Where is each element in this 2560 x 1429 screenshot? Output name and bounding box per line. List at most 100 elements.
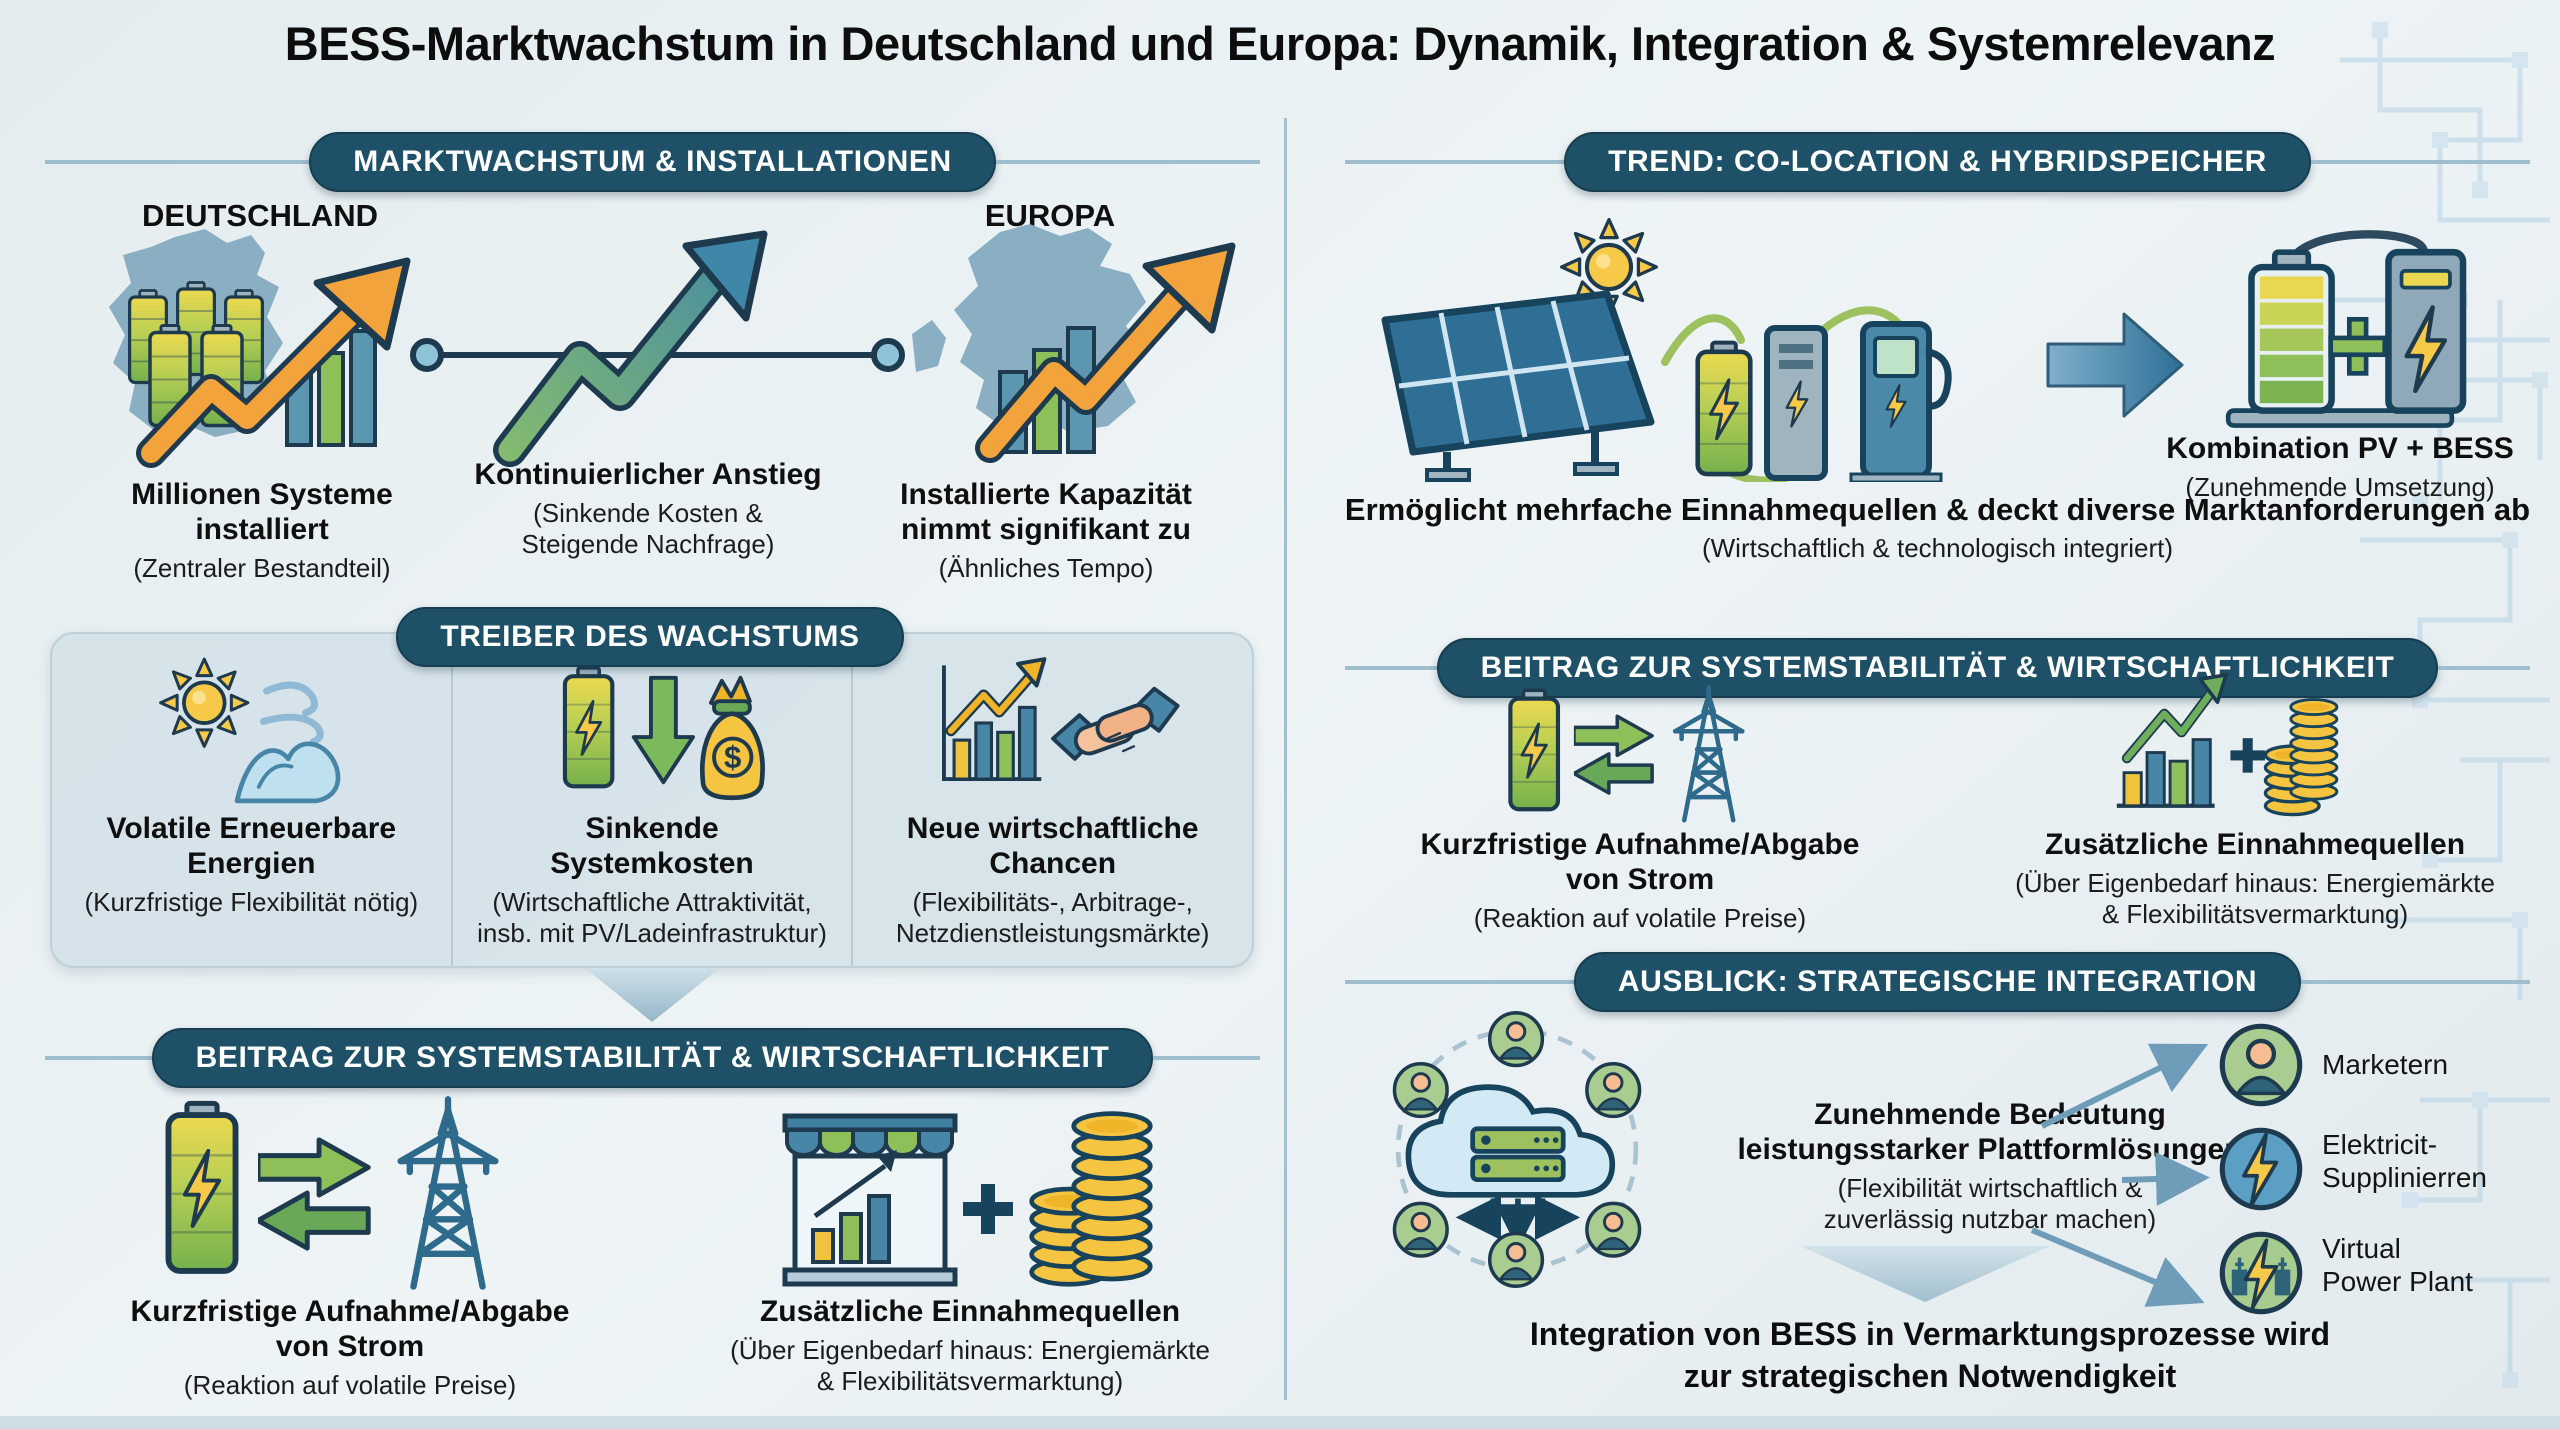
growth-zigzag-arrow-icon [493, 230, 768, 467]
driver-title: Sinkende Systemkosten [550, 812, 754, 880]
chart-handshake-icon [941, 657, 1180, 782]
virtual-power-plant-icon [2219, 1231, 2303, 1315]
combo-caption: Kombination PV + BESS (Zunehmende Umsetz… [2130, 432, 2550, 503]
pv-bess-combo-icon [2225, 230, 2467, 428]
header-line [45, 160, 310, 164]
down-arrow-icon [585, 968, 720, 1022]
driver-opportunities: Neue wirtschaftliche Chancen (Flexibilit… [851, 634, 1252, 966]
item-subtitle: (Reaktion auf volatile Preise) [1473, 902, 1807, 933]
europe-map-chart-icon [912, 224, 1236, 463]
solar-panel-icon [1381, 290, 1655, 482]
germany-map-batteries-icon [109, 229, 411, 468]
summary-subtitle: (Wirtschaftlich & technologisch integrie… [1701, 532, 2174, 563]
driver-costs: $ Sinkende Systemkosten (Wirtschaftliche… [450, 634, 852, 966]
item-subtitle: (Reaktion auf volatile Preise) [183, 1369, 517, 1400]
column-divider [1284, 118, 1287, 1400]
driver-title: Neue wirtschaftliche Chancen [906, 812, 1199, 880]
left-growth-header-row: MARKTWACHSTUM & INSTALLATIONEN [45, 132, 1260, 192]
money-bag-icon: $ [699, 675, 765, 801]
target-label-suppliers: Elektricit- Supplinierren [2322, 1129, 2487, 1194]
left-stability-header-row: BEITRAG ZUR SYSTEMSTABILITÄT & WIRTSCHAF… [45, 1028, 1261, 1088]
left-stability-header: BEITRAG ZUR SYSTEMSTABILITÄT & WIRTSCHAF… [151, 1028, 1154, 1088]
big-battery-icon [2248, 249, 2335, 414]
stability-item-grid: Kurzfristige Aufnahme/Abgabe von Strom (… [80, 1295, 620, 1401]
drivers-header: TREIBER DES WACHSTUMS [396, 607, 904, 667]
battery-cost-down-icon: $ [535, 656, 765, 801]
platform-cloud-network-icon [1392, 1011, 1642, 1288]
drivers-panel: Volatile Erneuerbare Energien (Kurzfrist… [50, 632, 1254, 968]
growth-item-germany: Millionen Systeme installiert (Zentraler… [62, 478, 462, 584]
header-line [1345, 160, 1565, 164]
header-line [2310, 160, 2530, 164]
battery-icon [1698, 343, 1751, 474]
header-line [1345, 980, 1574, 984]
server-icon [1470, 1126, 1566, 1183]
summary-title: Ermöglicht mehrfache Einnahmequellen & d… [1344, 492, 2531, 527]
store-icon [782, 1113, 958, 1287]
outlook-header: AUSBLICK: STRATEGISCHE INTEGRATION [1573, 952, 2302, 1012]
handshake-icon [1050, 686, 1180, 761]
ev-charger-icon [1849, 321, 1952, 482]
outlook-subtitle: (Flexibilität wirtschaftlich & zuverläss… [1823, 1172, 2157, 1234]
item-title: Millionen Systeme installiert [131, 478, 393, 546]
right-stability-header-row: BEITRAG ZUR SYSTEMSTABILITÄT & WIRTSCHAF… [1345, 638, 2531, 698]
target-label-vpp: Virtual Power Plant [2322, 1233, 2473, 1298]
marketers-avatar-icon [2218, 1022, 2304, 1108]
combo-subtitle: (Zunehmende Umsetzung) [2185, 471, 2495, 502]
stability-item-grid: Kurzfristige Aufnahme/Abgabe von Strom (… [1360, 828, 1920, 934]
target-label-marketers: Marketern [2322, 1049, 2449, 1080]
battery-grid-exchange-icon [140, 1086, 520, 1296]
item-subtitle: (Zentraler Bestandteil) [133, 552, 391, 583]
item-subtitle: (Über Eigenbedarf hinaus: Energiemärkte … [2015, 867, 2495, 929]
header-line [2438, 666, 2531, 670]
left-growth-header: MARKTWACHSTUM & INSTALLATIONEN [309, 132, 996, 192]
page-title: BESS-Marktwachstum in Deutschland und Eu… [284, 17, 2276, 70]
market-revenue-icon [782, 1086, 1155, 1296]
stability-item-revenue: Zusätzliche Einnahmequellen (Über Eigenb… [1985, 828, 2525, 930]
outlook-connector-arrows [2030, 1043, 2210, 1307]
growth-item-europe: Installierte Kapazität nimmt signifikant… [846, 478, 1246, 584]
item-title: Kurzfristige Aufnahme/Abgabe von Strom [1420, 828, 1860, 896]
header-line [1345, 666, 1437, 670]
down-arrow-icon [1800, 1246, 2050, 1302]
header-line [1153, 1056, 1261, 1060]
item-title: Zusätzliche Einnahmequellen [759, 1295, 1181, 1328]
plus-icon [2328, 316, 2388, 376]
label-europe: EUROPA [984, 198, 1116, 233]
driver-title: Volatile Erneuerbare Energien [106, 812, 397, 880]
outlook-conclusion: Integration von BESS in Vermarktungsproz… [1529, 1316, 2331, 1394]
stability-item-revenue: Zusätzliche Einnahmequellen (Über Eigenb… [690, 1295, 1250, 1397]
header-line [45, 1056, 152, 1060]
driver-subtitle: (Flexibilitäts-, Arbitrage-, Netzdienstl… [895, 886, 1210, 948]
bess-cabinet-icon [2385, 248, 2467, 414]
storage-cabinet-icon [1764, 325, 1828, 481]
arrow-right-icon [2046, 312, 2184, 418]
bottom-band [0, 1416, 2560, 1429]
battery-grid-exchange-icon [1490, 678, 1760, 827]
item-subtitle: (Über Eigenbedarf hinaus: Energiemärkte … [730, 1334, 1210, 1396]
combo-title: Kombination PV + BESS [2166, 432, 2514, 465]
driver-subtitle: (Kurzfristige Flexibilität nötig) [84, 886, 419, 917]
item-subtitle: (Ähnliches Tempo) [938, 552, 1154, 583]
electricity-supplier-icon [2219, 1127, 2303, 1211]
pv-bess-colocation-icon [1381, 212, 1952, 482]
drivers-header-row: TREIBER DES WACHSTUMS [50, 607, 1250, 667]
trend-summary: Ermöglicht mehrfache Einnahmequellen & d… [1330, 492, 2545, 564]
dollar-glyph: $ [724, 740, 741, 775]
growth-revenue-icon [2116, 673, 2339, 817]
sun-wind-wave-icon [159, 657, 341, 804]
growth-item-center: Kontinuierlicher Anstieg (Sinkende Koste… [448, 458, 848, 560]
outlook-header-row: AUSBLICK: STRATEGISCHE INTEGRATION [1345, 952, 2531, 1012]
trend-header-row: TREND: CO-LOCATION & HYBRIDSPEICHER [1345, 132, 2530, 192]
item-title: Kontinuierlicher Anstieg [474, 458, 822, 491]
right-stability-header: BEITRAG ZUR SYSTEMSTABILITÄT & WIRTSCHAF… [1436, 638, 2439, 698]
header-line [2301, 980, 2531, 984]
driver-renewables: Volatile Erneuerbare Energien (Kurzfrist… [52, 634, 451, 966]
label-germany: DEUTSCHLAND [142, 198, 378, 233]
item-title: Zusätzliche Einnahmequellen [2044, 828, 2466, 861]
header-line [995, 160, 1260, 164]
item-subtitle: (Sinkende Kosten & Steigende Nachfrage) [521, 497, 775, 559]
trend-header: TREND: CO-LOCATION & HYBRIDSPEICHER [1564, 132, 2311, 192]
item-title: Installierte Kapazität nimmt signifikant… [900, 478, 1192, 546]
